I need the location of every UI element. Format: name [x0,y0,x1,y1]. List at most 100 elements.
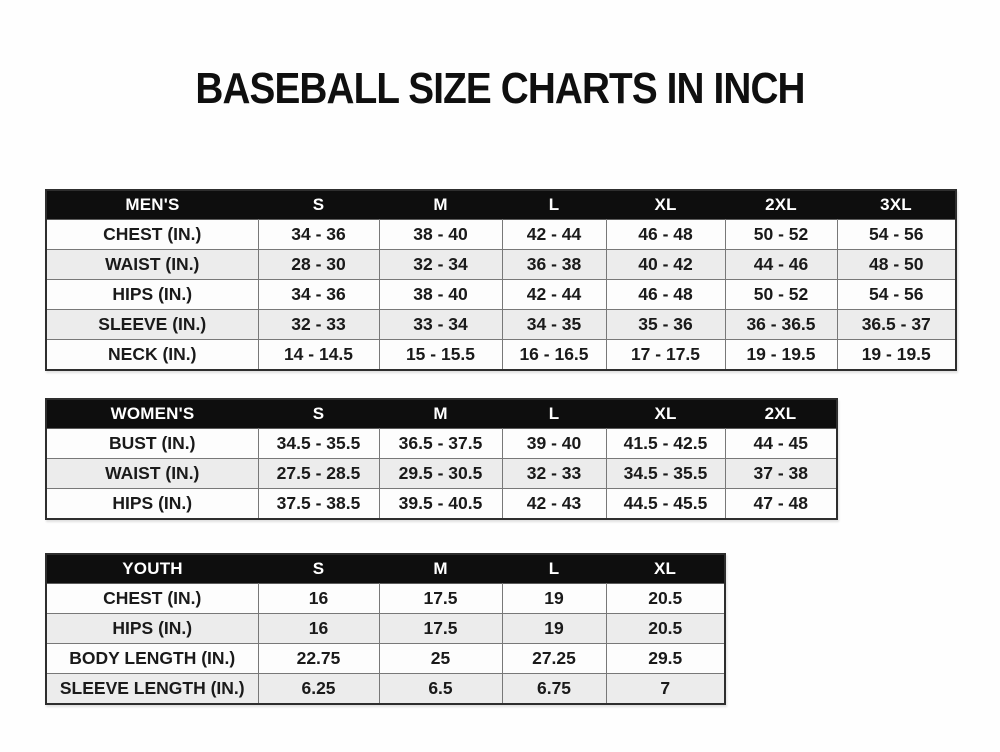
size-col-header: M [379,399,502,429]
size-cell: 20.5 [605,613,726,644]
size-cell: 44 - 46 [724,249,838,280]
womens-size-table: WOMEN'S S M L XL 2XL BUST (IN.) 34.5 - 35.5 36.5… [45,398,838,520]
size-cell: 36 - 38 [501,249,607,280]
size-table: MEN'S S M L XL 2XL 3XL CHEST (IN.) 34 - 36 38 - 4… [45,189,957,371]
row-label: HIPS (IN.) [45,613,259,644]
size-cell: 27.5 - 28.5 [257,458,380,489]
size-cell: 47 - 48 [724,488,838,520]
size-cell: 46 - 48 [605,219,726,250]
header-row: WOMEN'S S M L XL 2XL [46,399,837,429]
row-label: HIPS (IN.) [45,279,259,310]
table-row: BODY LENGTH (IN.) 22.75 25 27.25 29.5 [45,643,726,674]
row-label: SLEEVE LENGTH (IN.) [45,673,259,705]
size-cell: 20.5 [605,583,726,614]
size-cell: 42 - 44 [501,279,607,310]
size-cell: 6.75 [501,673,607,705]
size-cell: 38 - 40 [378,279,503,310]
size-cell: 16 - 16.5 [501,339,607,371]
size-cell: 42 - 43 [501,488,607,520]
size-cell: 44 - 45 [724,428,838,459]
size-cell: 37.5 - 38.5 [257,488,380,520]
row-label: BUST (IN.) [45,428,259,459]
row-label: NECK (IN.) [45,339,259,371]
size-cell: 37 - 38 [724,458,838,489]
size-cell: 6.5 [378,673,503,705]
size-col-header: 2XL [725,399,837,429]
size-cell: 36.5 - 37 [836,309,957,340]
table-row: CHEST (IN.) 16 17.5 19 20.5 [45,583,726,614]
size-col-header: M [379,190,502,220]
size-cell: 17.5 [378,583,503,614]
size-cell: 54 - 56 [836,279,957,310]
table-title-cell: YOUTH [46,554,258,584]
size-col-header: L [502,399,606,429]
size-cell: 32 - 33 [257,309,380,340]
size-cell: 36.5 - 37.5 [378,428,503,459]
size-cell: 39.5 - 40.5 [378,488,503,520]
size-col-header: 2XL [725,190,837,220]
size-cell: 19 [501,583,607,614]
size-cell: 29.5 - 30.5 [378,458,503,489]
size-cell: 35 - 36 [605,309,726,340]
size-table: YOUTH S M L XL CHEST (IN.) 16 17.5 19 20.5 HIPS (I… [45,553,726,705]
table-row: HIPS (IN.) 37.5 - 38.5 39.5 - 40.5 42 - 43 4… [45,488,838,520]
size-cell: 44.5 - 45.5 [605,488,726,520]
row-label: SLEEVE (IN.) [45,309,259,340]
size-cell: 17.5 [378,613,503,644]
size-cell: 40 - 42 [605,249,726,280]
row-label: WAIST (IN.) [45,458,259,489]
size-cell: 28 - 30 [257,249,380,280]
table-title-cell: MEN'S [46,190,258,220]
size-cell: 16 [257,583,380,614]
row-label: CHEST (IN.) [45,583,259,614]
size-cell: 27.25 [501,643,607,674]
table-row: HIPS (IN.) 16 17.5 19 20.5 [45,613,726,644]
size-col-header: S [258,554,379,584]
size-cell: 48 - 50 [836,249,957,280]
size-cell: 46 - 48 [605,279,726,310]
size-cell: 15 - 15.5 [378,339,503,371]
size-col-header: S [258,399,379,429]
size-col-header: L [502,190,606,220]
size-cell: 42 - 44 [501,219,607,250]
size-cell: 33 - 34 [378,309,503,340]
table-row: CHEST (IN.) 34 - 36 38 - 40 42 - 44 46 - 48 5… [45,219,957,250]
header-row: MEN'S S M L XL 2XL 3XL [46,190,956,220]
size-col-header: XL [606,554,725,584]
table-row: BUST (IN.) 34.5 - 35.5 36.5 - 37.5 39 - 40 4… [45,428,838,459]
size-cell: 6.25 [257,673,380,705]
size-cell: 19 - 19.5 [724,339,838,371]
size-cell: 34 - 36 [257,279,380,310]
size-cell: 17 - 17.5 [605,339,726,371]
row-label: HIPS (IN.) [45,488,259,520]
size-cell: 36 - 36.5 [724,309,838,340]
table-row: HIPS (IN.) 34 - 36 38 - 40 42 - 44 46 - 48 50… [45,279,957,310]
size-table: WOMEN'S S M L XL 2XL BUST (IN.) 34.5 - 35.5 36.5… [45,398,838,520]
size-cell: 50 - 52 [724,279,838,310]
row-label: CHEST (IN.) [45,219,259,250]
size-cell: 50 - 52 [724,219,838,250]
row-label: BODY LENGTH (IN.) [45,643,259,674]
size-cell: 29.5 [605,643,726,674]
size-cell: 34 - 35 [501,309,607,340]
header-row: YOUTH S M L XL [46,554,725,584]
table-row: SLEEVE (IN.) 32 - 33 33 - 34 34 - 35 35 - 36… [45,309,957,340]
size-cell: 38 - 40 [378,219,503,250]
size-cell: 34.5 - 35.5 [605,458,726,489]
size-col-header: S [258,190,379,220]
size-col-header: XL [606,399,725,429]
size-cell: 19 [501,613,607,644]
size-cell: 14 - 14.5 [257,339,380,371]
size-cell: 32 - 33 [501,458,607,489]
table-title-cell: WOMEN'S [46,399,258,429]
size-cell: 39 - 40 [501,428,607,459]
size-cell: 54 - 56 [836,219,957,250]
size-col-header: L [502,554,606,584]
page-title: BASEBALL SIZE CHARTS IN INCH [195,64,805,113]
size-cell: 34 - 36 [257,219,380,250]
size-cell: 41.5 - 42.5 [605,428,726,459]
size-cell: 19 - 19.5 [836,339,957,371]
size-cell: 25 [378,643,503,674]
row-label: WAIST (IN.) [45,249,259,280]
table-row: WAIST (IN.) 27.5 - 28.5 29.5 - 30.5 32 - 33… [45,458,838,489]
